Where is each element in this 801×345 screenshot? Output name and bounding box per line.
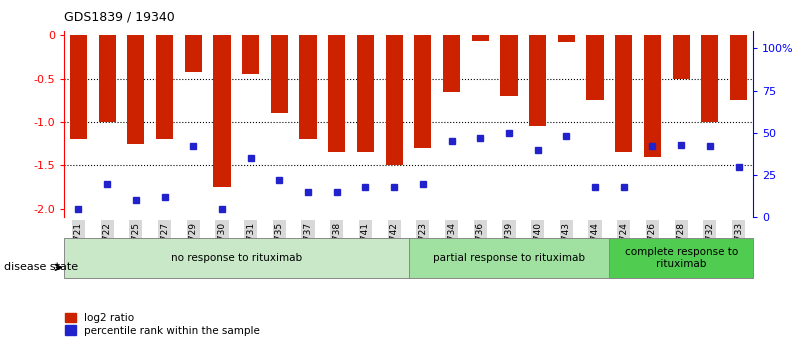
Bar bbox=[443, 36, 460, 92]
Text: disease state: disease state bbox=[4, 263, 78, 272]
FancyBboxPatch shape bbox=[409, 238, 610, 278]
Bar bbox=[644, 36, 661, 157]
Text: complete response to
rituximab: complete response to rituximab bbox=[625, 247, 738, 269]
Bar bbox=[184, 36, 202, 72]
Bar bbox=[557, 36, 575, 42]
Bar bbox=[328, 36, 345, 152]
Bar bbox=[501, 36, 517, 96]
Bar bbox=[730, 36, 747, 100]
FancyBboxPatch shape bbox=[610, 238, 753, 278]
Bar bbox=[356, 36, 374, 152]
Bar bbox=[414, 36, 432, 148]
Text: GDS1839 / 19340: GDS1839 / 19340 bbox=[64, 10, 175, 23]
Bar bbox=[70, 36, 87, 139]
Bar bbox=[385, 36, 403, 165]
FancyBboxPatch shape bbox=[64, 238, 409, 278]
Bar bbox=[156, 36, 173, 139]
Bar bbox=[586, 36, 604, 100]
Text: partial response to rituximab: partial response to rituximab bbox=[433, 253, 585, 263]
Bar bbox=[127, 36, 144, 144]
Bar bbox=[701, 36, 718, 122]
Bar bbox=[472, 36, 489, 41]
Legend: log2 ratio, percentile rank within the sample: log2 ratio, percentile rank within the s… bbox=[62, 309, 264, 340]
Bar bbox=[242, 36, 260, 73]
Bar bbox=[529, 36, 546, 126]
Bar bbox=[271, 36, 288, 114]
Bar bbox=[99, 36, 115, 122]
Bar bbox=[615, 36, 632, 152]
Bar bbox=[300, 36, 316, 139]
Bar bbox=[213, 36, 231, 187]
Bar bbox=[673, 36, 690, 79]
Text: no response to rituximab: no response to rituximab bbox=[171, 253, 302, 263]
